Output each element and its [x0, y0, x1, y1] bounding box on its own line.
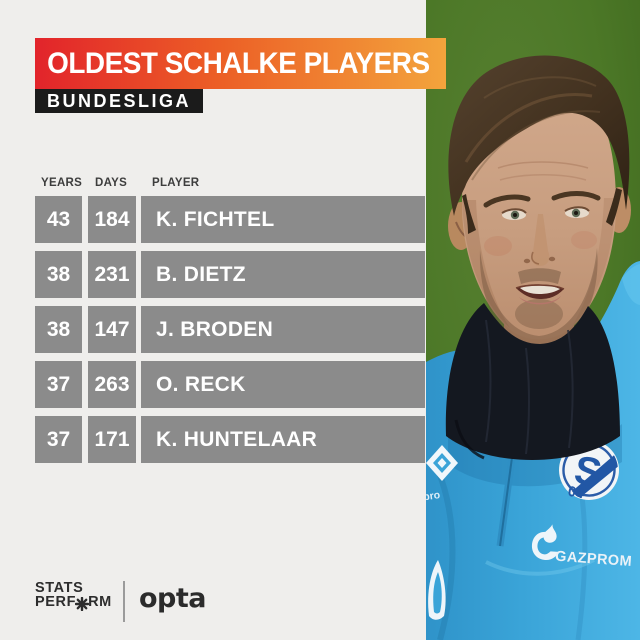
stats-perform-line2: PERF RM [35, 593, 112, 611]
days-cell: 147 [88, 306, 136, 353]
umbro-logo [426, 445, 458, 481]
right-eyebrow [551, 191, 601, 201]
player-cell: J. BRODEN [141, 306, 425, 353]
snood [445, 303, 620, 460]
stubble [479, 248, 598, 350]
player-photo: bro S 04 GAZPROM [422, 0, 640, 640]
left-sideburn [462, 194, 476, 234]
player-photo-art: bro S 04 GAZPROM [422, 0, 640, 640]
table-row: 38 231 B. DIETZ [0, 251, 425, 298]
years-cell: 37 [35, 416, 82, 463]
years-cell: 43 [35, 196, 82, 243]
table-row: 38 147 J. BRODEN [0, 306, 425, 353]
column-header-days: DAYS [95, 177, 128, 189]
years-cell: 38 [35, 306, 82, 353]
player-head [448, 55, 631, 363]
mouth [515, 284, 565, 305]
logo-divider [123, 581, 125, 622]
right-sideburn [606, 188, 622, 226]
perform-text-pre: PERF [35, 593, 77, 610]
days-cell: 171 [88, 416, 136, 463]
player-cell: O. RECK [141, 361, 425, 408]
days-cell: 231 [88, 251, 136, 298]
days-cell: 184 [88, 196, 136, 243]
crest-number: 04 [567, 484, 586, 503]
eyes [501, 206, 590, 220]
opta-logo: opta [139, 583, 207, 614]
gazprom-flame-icon [531, 531, 559, 560]
table-row: 37 171 K. HUNTELAAR [0, 416, 425, 463]
table-row: 43 184 K. FICHTEL [0, 196, 425, 243]
player-cell: B. DIETZ [141, 251, 425, 298]
player-cell: K. FICHTEL [141, 196, 425, 243]
competition-tag: BUNDESLIGA [35, 89, 204, 113]
sleeve-chevron [428, 560, 446, 620]
years-cell: 37 [35, 361, 82, 408]
gazprom-logo: GAZPROM [531, 524, 633, 570]
perform-text-post: RM [88, 593, 112, 610]
left-eyebrow [483, 194, 531, 208]
stats-perform-logo: STATS PERF RM [35, 580, 112, 611]
days-cell: 263 [88, 361, 136, 408]
years-cell: 38 [35, 251, 82, 298]
title-banner: OLDEST SCHALKE PLAYERS [35, 38, 446, 89]
kit-brand-text: bro [426, 489, 441, 503]
stats-perform-line1: STATS [35, 580, 84, 596]
table-row: 37 263 O. RECK [0, 361, 425, 408]
sponsor-text: GAZPROM [555, 549, 633, 570]
mustache [518, 268, 561, 284]
column-header-player: PLAYER [152, 177, 200, 189]
column-header-years: YEARS [41, 177, 83, 189]
nose [523, 214, 556, 266]
page-title: OLDEST SCHALKE PLAYERS [47, 46, 430, 80]
starburst-icon [75, 596, 90, 611]
player-cell: K. HUNTELAAR [141, 416, 425, 463]
